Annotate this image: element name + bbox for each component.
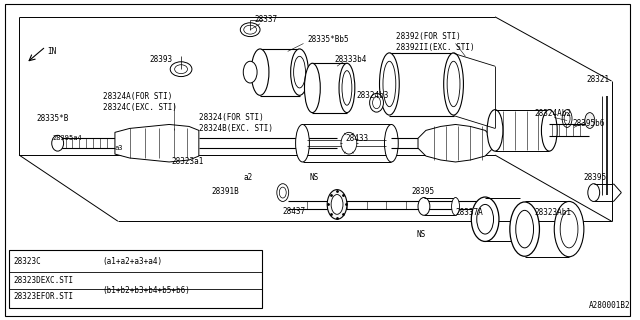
Text: a2: a2 <box>243 173 253 182</box>
Text: 28324b3: 28324b3 <box>357 91 389 100</box>
Ellipse shape <box>331 195 343 214</box>
Text: 28324Ab2: 28324Ab2 <box>534 109 572 118</box>
Text: (a1+a2+a3+a4): (a1+a2+a3+a4) <box>103 257 163 266</box>
Text: 28323a1: 28323a1 <box>171 157 204 166</box>
Ellipse shape <box>554 202 584 257</box>
Ellipse shape <box>339 63 355 113</box>
Text: 28335*Bb5: 28335*Bb5 <box>307 35 349 44</box>
Text: A280001B2: A280001B2 <box>589 301 630 310</box>
Ellipse shape <box>244 25 257 34</box>
Text: 28393: 28393 <box>150 55 173 64</box>
Ellipse shape <box>341 132 357 154</box>
Ellipse shape <box>296 124 309 162</box>
Ellipse shape <box>588 184 600 202</box>
Text: 28324C(EXC. STI): 28324C(EXC. STI) <box>103 103 177 112</box>
Ellipse shape <box>251 49 269 95</box>
Text: NS: NS <box>416 229 426 238</box>
Ellipse shape <box>487 110 503 151</box>
Text: 28392II(EXC. STI): 28392II(EXC. STI) <box>396 43 475 52</box>
Ellipse shape <box>418 197 430 215</box>
Text: 28324(FOR STI): 28324(FOR STI) <box>199 113 264 122</box>
Text: 28323DEXC.STI: 28323DEXC.STI <box>14 276 74 285</box>
Ellipse shape <box>277 184 289 202</box>
Text: 28323C: 28323C <box>14 257 42 266</box>
Text: 28324B(EXC. STI): 28324B(EXC. STI) <box>199 124 273 133</box>
Ellipse shape <box>243 61 257 83</box>
Ellipse shape <box>541 110 557 151</box>
Text: 28323Ab1: 28323Ab1 <box>534 208 572 217</box>
Text: 28323EFOR.STI: 28323EFOR.STI <box>14 292 74 301</box>
Ellipse shape <box>510 202 540 256</box>
Text: 28433: 28433 <box>345 134 368 143</box>
Text: NS: NS <box>309 173 319 182</box>
Ellipse shape <box>452 197 460 215</box>
Ellipse shape <box>52 135 63 151</box>
Ellipse shape <box>170 62 192 76</box>
Text: 28335*B: 28335*B <box>37 114 69 123</box>
Text: 28337: 28337 <box>254 15 277 24</box>
Ellipse shape <box>291 49 308 95</box>
Ellipse shape <box>477 204 493 234</box>
Text: 28395: 28395 <box>411 187 434 196</box>
Text: 28337A: 28337A <box>456 208 483 217</box>
Ellipse shape <box>175 65 188 74</box>
Ellipse shape <box>240 23 260 36</box>
Text: 28395b6: 28395b6 <box>572 119 604 128</box>
Text: 28392(FOR STI): 28392(FOR STI) <box>396 32 461 41</box>
Text: 28324A(FOR STI): 28324A(FOR STI) <box>103 92 172 101</box>
Text: 28321: 28321 <box>587 75 610 84</box>
Ellipse shape <box>385 124 398 162</box>
Text: a3: a3 <box>115 145 124 151</box>
Bar <box>9 250 262 308</box>
Text: 28395: 28395 <box>584 173 607 182</box>
Ellipse shape <box>444 53 463 115</box>
Text: (b1+b2+b3+b4+b5+b6): (b1+b2+b3+b4+b5+b6) <box>103 286 191 295</box>
Ellipse shape <box>585 113 595 128</box>
Ellipse shape <box>380 53 399 115</box>
Ellipse shape <box>471 197 499 242</box>
Polygon shape <box>418 124 493 162</box>
Text: IN: IN <box>48 47 57 56</box>
Polygon shape <box>115 124 199 162</box>
Ellipse shape <box>370 93 383 112</box>
Text: 28395a4: 28395a4 <box>52 135 83 141</box>
Ellipse shape <box>327 190 347 219</box>
Text: 28333b4: 28333b4 <box>334 55 367 64</box>
Text: 28391B: 28391B <box>212 187 239 196</box>
Ellipse shape <box>305 63 320 113</box>
Text: 28437: 28437 <box>283 207 306 216</box>
